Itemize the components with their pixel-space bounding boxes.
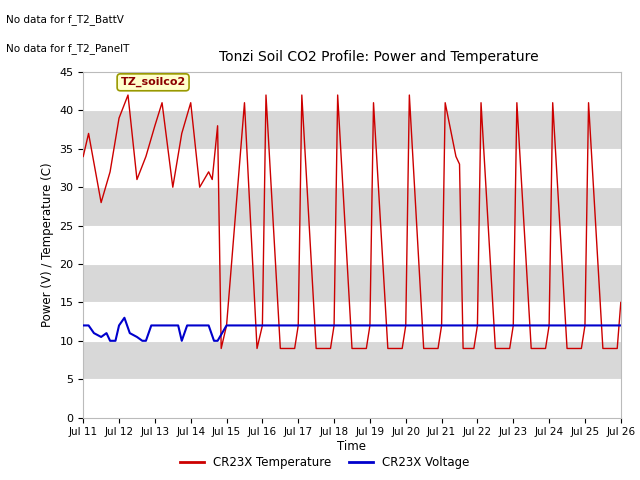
Text: No data for f_T2_BattV: No data for f_T2_BattV [6, 14, 124, 25]
X-axis label: Time: Time [337, 440, 367, 453]
Bar [83, 72, 621, 110]
Legend: CR23X Temperature, CR23X Voltage: CR23X Temperature, CR23X Voltage [175, 452, 475, 474]
Bar [83, 302, 621, 341]
Bar [83, 187, 621, 226]
Bar [83, 264, 621, 302]
Bar [83, 149, 621, 187]
Bar [83, 341, 621, 379]
Bar [83, 226, 621, 264]
Bar [83, 379, 621, 418]
Bar [83, 110, 621, 149]
Title: Tonzi Soil CO2 Profile: Power and Temperature: Tonzi Soil CO2 Profile: Power and Temper… [219, 50, 539, 64]
Text: No data for f_T2_PanelT: No data for f_T2_PanelT [6, 43, 130, 54]
Text: TZ_soilco2: TZ_soilco2 [120, 77, 186, 87]
Y-axis label: Power (V) / Temperature (C): Power (V) / Temperature (C) [41, 163, 54, 327]
